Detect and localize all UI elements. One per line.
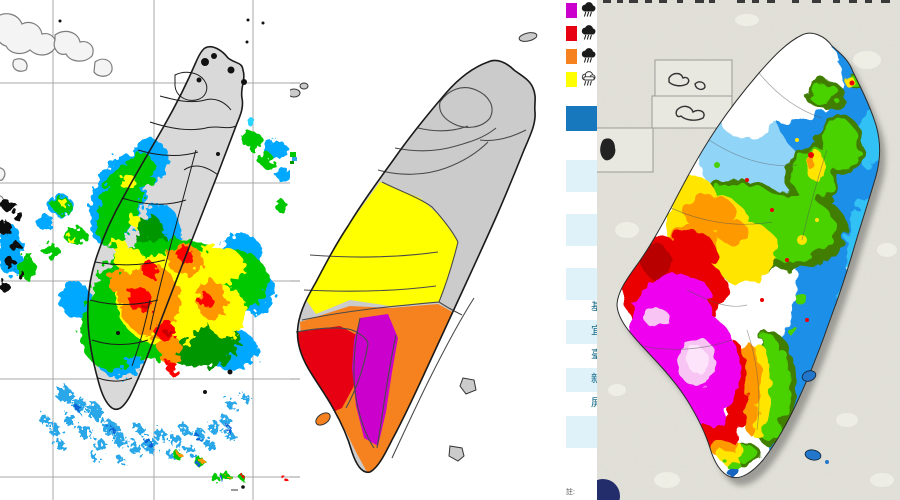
- rainfall-map: [597, 0, 900, 500]
- warning-legend: [566, 2, 596, 87]
- radar-county-borders: [86, 45, 245, 411]
- radar-echo-map: [0, 0, 290, 500]
- rainfall-map-panel: [597, 0, 900, 500]
- china-coastline: [0, 13, 113, 207]
- table-row: [566, 160, 597, 192]
- table-row: [566, 368, 597, 392]
- svg-text:新: 新: [591, 371, 597, 385]
- table-header-bar: [566, 106, 597, 131]
- svg-text:基: 基: [591, 300, 597, 313]
- se-islands: [801, 370, 829, 464]
- offshore-islands: [290, 32, 538, 462]
- blue-spray-band: [40, 387, 250, 464]
- table-row: [566, 268, 597, 300]
- note-text: 註:: [566, 487, 575, 496]
- black-specks: [58, 18, 265, 491]
- inset-boxes: [597, 59, 733, 173]
- stamp-circle: [597, 479, 620, 500]
- table-row: [566, 320, 597, 344]
- inset-box-matsu: [654, 59, 733, 97]
- radar-echo-map-panel: [0, 0, 290, 500]
- legend-swatch-yellow: [566, 72, 577, 87]
- echo-remnant: [290, 152, 297, 164]
- table-row: [566, 214, 597, 246]
- legend-swatch-orange: [566, 49, 577, 64]
- svg-text:宜: 宜: [591, 323, 597, 337]
- south-echo-specks: [174, 452, 285, 482]
- clipped-row-labels: 基 宜 臺 新 屏: [591, 300, 597, 409]
- county-warning-map-panel: 基 宜 臺 新 屏 註:: [290, 0, 597, 500]
- top-text-remnant: [603, 0, 890, 3]
- svg-text:屏: 屏: [591, 396, 597, 409]
- legend-swatch-red: [566, 26, 577, 41]
- gridline-ticks: [290, 82, 300, 478]
- legend-swatch-purple: [566, 3, 577, 18]
- warning-island-outline: [296, 59, 536, 474]
- warning-map: 基 宜 臺 新 屏 註:: [290, 0, 597, 500]
- table-rows: [566, 160, 597, 448]
- table-row: [566, 416, 597, 448]
- rainfall-county-borders: [641, 72, 828, 431]
- warning-table: 基 宜 臺 新 屏 註:: [566, 106, 597, 496]
- radar-echoes: [0, 117, 290, 482]
- warning-county-borders: [295, 87, 527, 459]
- svg-text:臺: 臺: [591, 347, 597, 361]
